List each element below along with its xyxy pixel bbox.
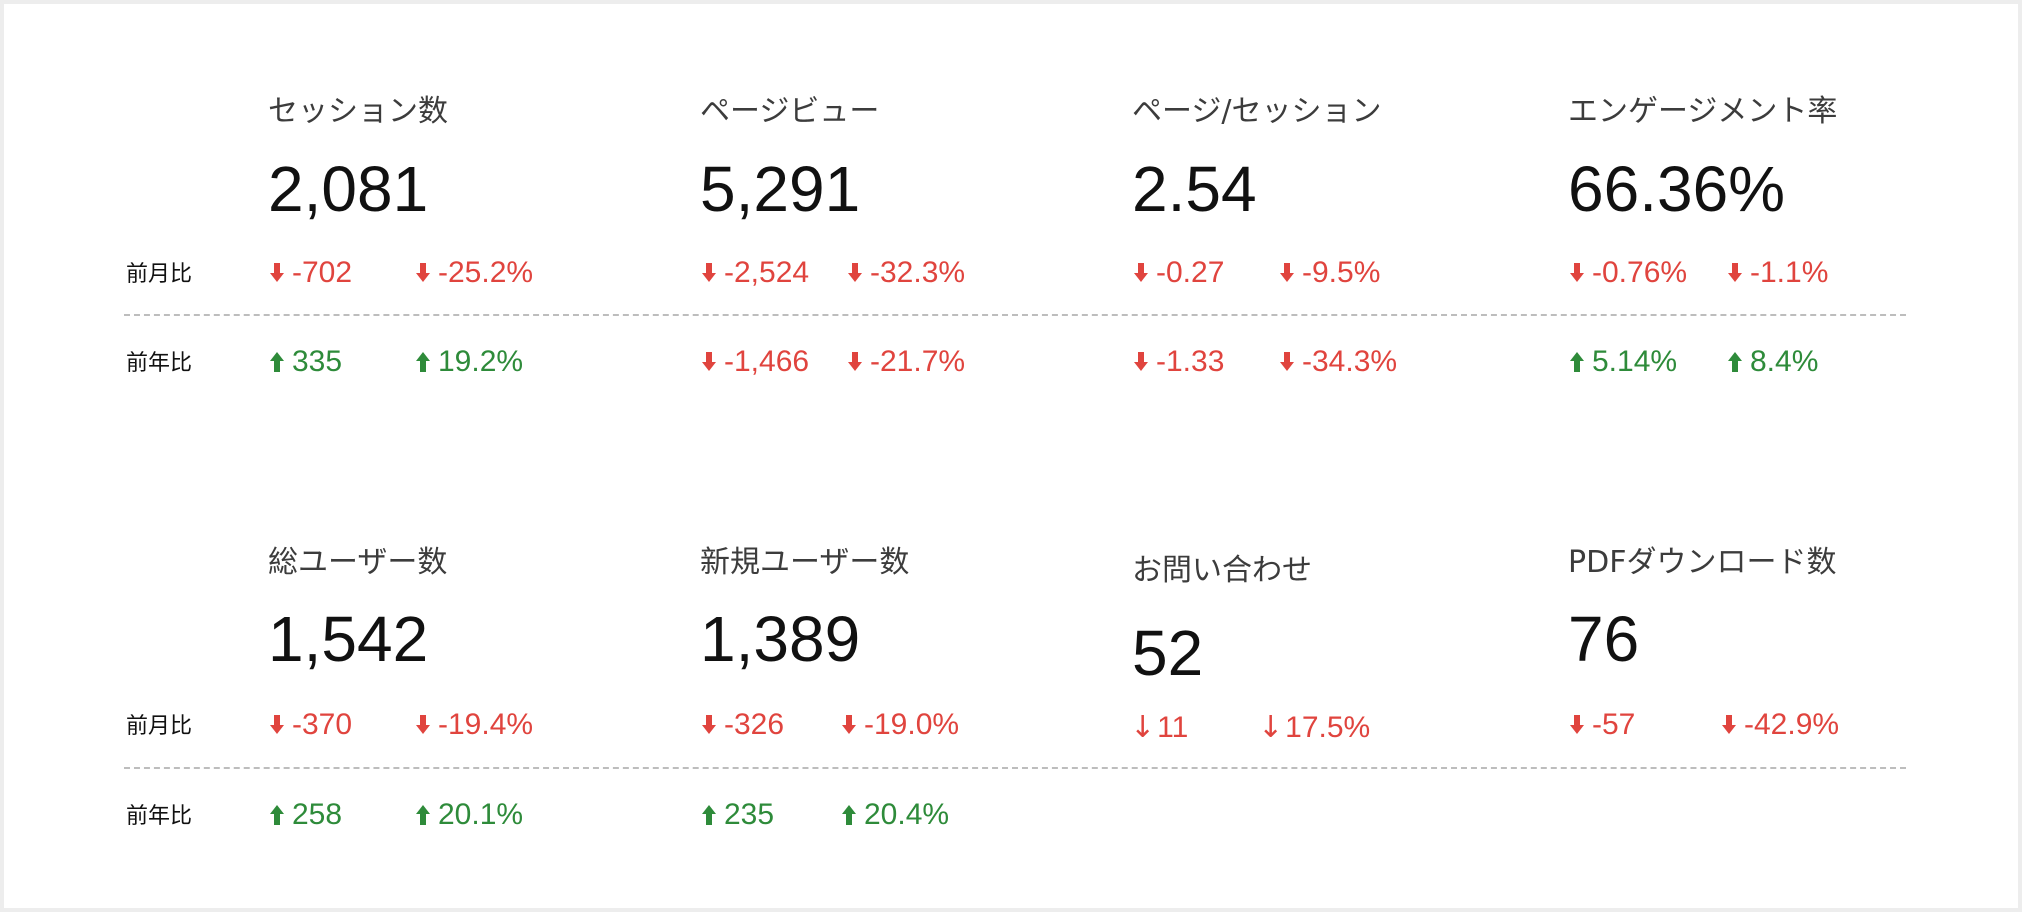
row-label-mom: 前月比 [126,714,193,739]
mom-abs-inquiries: ↓ 11 [1130,710,1189,745]
down-arrow-icon [702,715,716,735]
down-arrow-icon [270,715,284,735]
mom-pct-new-users: -19.0% [842,708,959,742]
yoy-abs-engagement-rate: 5.14% [1570,345,1677,379]
metric-value-pageviews: 5,291 [700,153,861,225]
down-arrow-icon [1728,263,1742,283]
mom-abs-pages-per-session: -0.27 [1134,256,1224,290]
down-arrow-icon [416,263,430,283]
down-arrow-icon [842,715,856,735]
yoy-pct-new-users: 20.4% [842,798,949,832]
up-arrow-icon [270,352,284,372]
metric-title-pageviews: ページビュー [700,94,880,129]
up-arrow-icon [1570,352,1584,372]
down-arrow-icon [702,352,716,372]
yoy-abs-pages-per-session: -1.33 [1134,345,1224,379]
mom-pct-engagement-rate: -1.1% [1728,256,1828,290]
metric-title-sessions: セッション数 [268,94,448,129]
down-arrow-icon [702,263,716,283]
yoy-abs-pageviews: -1,466 [702,345,809,379]
metric-title-pdf-downloads: PDFダウンロード数 [1568,545,1837,580]
mom-abs-engagement-rate: -0.76% [1570,256,1687,290]
thin-down-arrow-icon: ↓ [1258,710,1284,745]
down-arrow-icon [1280,352,1294,372]
metric-value-sessions: 2,081 [268,153,429,225]
mom-abs-sessions: -702 [270,256,352,290]
mom-abs-total-users: -370 [270,708,352,742]
metric-title-pages-per-session: ページ/セッション [1132,94,1382,129]
metric-title-engagement-rate: エンゲージメント率 [1568,94,1838,129]
mom-pct-inquiries: ↓ 17.5% [1258,710,1371,745]
metric-title-total-users: 総ユーザー数 [268,545,448,580]
row-label-mom: 前月比 [126,262,193,287]
down-arrow-icon [848,263,862,283]
metric-title-new-users: 新規ユーザー数 [700,545,910,580]
yoy-pct-pageviews: -21.7% [848,345,965,379]
down-arrow-icon [270,263,284,283]
down-arrow-icon [1280,263,1294,283]
up-arrow-icon [416,352,430,372]
down-arrow-icon [1570,263,1584,283]
down-arrow-icon [848,352,862,372]
row-divider [124,314,1906,316]
kpi-scorecard-panel: 前月比 前年比 前月比 前年比 セッション数 2,081 -702 -25.2%… [4,4,2018,908]
metric-value-pages-per-session: 2.54 [1132,153,1257,225]
mom-abs-new-users: -326 [702,708,784,742]
up-arrow-icon [842,805,856,825]
mom-pct-sessions: -25.2% [416,256,533,290]
down-arrow-icon [1134,352,1148,372]
mom-abs-pageviews: -2,524 [702,256,809,290]
mom-pct-pageviews: -32.3% [848,256,965,290]
metric-value-pdf-downloads: 76 [1568,603,1640,675]
yoy-pct-sessions: 19.2% [416,345,523,379]
up-arrow-icon [270,805,284,825]
up-arrow-icon [702,805,716,825]
metric-value-total-users: 1,542 [268,603,429,675]
thin-down-arrow-icon: ↓ [1130,710,1156,745]
mom-pct-pages-per-session: -9.5% [1280,256,1380,290]
yoy-pct-pages-per-session: -34.3% [1280,345,1397,379]
yoy-abs-sessions: 335 [270,345,342,379]
mom-abs-pdf-downloads: -57 [1570,708,1635,742]
yoy-abs-total-users: 258 [270,798,342,832]
up-arrow-icon [416,805,430,825]
yoy-pct-total-users: 20.1% [416,798,523,832]
yoy-abs-new-users: 235 [702,798,774,832]
mom-pct-pdf-downloads: -42.9% [1722,708,1839,742]
down-arrow-icon [1134,263,1148,283]
down-arrow-icon [416,715,430,735]
metric-value-inquiries: 52 [1132,617,1204,689]
row-label-yoy: 前年比 [126,351,193,376]
metric-title-inquiries: お問い合わせ [1132,553,1312,588]
row-divider [124,767,1906,769]
down-arrow-icon [1570,715,1584,735]
metric-value-new-users: 1,389 [700,603,861,675]
metric-value-engagement-rate: 66.36% [1568,153,1786,225]
mom-pct-total-users: -19.4% [416,708,533,742]
up-arrow-icon [1728,352,1742,372]
row-label-yoy: 前年比 [126,804,193,829]
yoy-pct-engagement-rate: 8.4% [1728,345,1818,379]
down-arrow-icon [1722,715,1736,735]
